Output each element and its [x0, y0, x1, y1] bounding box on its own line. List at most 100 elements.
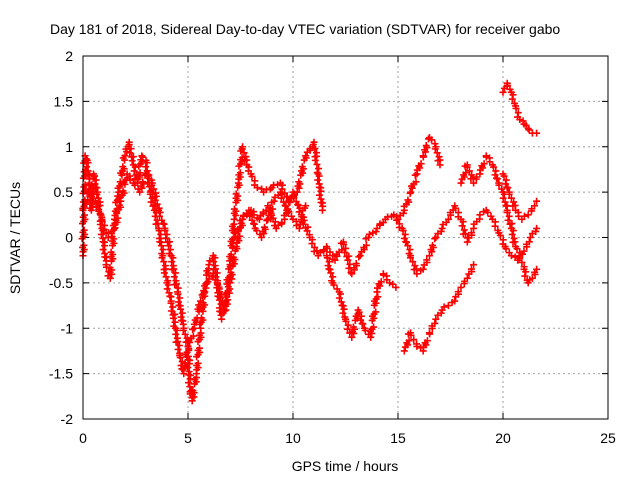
data-point — [499, 88, 507, 96]
data-point — [323, 254, 331, 262]
data-point — [406, 254, 414, 262]
data-point — [169, 314, 177, 322]
data-point — [502, 201, 510, 209]
data-point — [295, 178, 303, 186]
data-point — [167, 299, 175, 307]
data-point — [97, 230, 105, 238]
data-point — [95, 207, 103, 215]
data-point — [463, 238, 471, 246]
data-point — [151, 196, 159, 204]
data-point — [311, 156, 319, 164]
data-point — [90, 172, 98, 180]
data-point — [248, 216, 256, 224]
data-point — [174, 290, 182, 298]
data-point — [156, 238, 164, 246]
data-point — [253, 227, 261, 235]
data-point — [377, 278, 385, 286]
data-point — [138, 152, 146, 160]
data-point — [194, 359, 202, 367]
data-point — [106, 274, 114, 282]
data-point — [358, 319, 366, 327]
data-point — [184, 364, 192, 372]
data-point — [188, 397, 196, 405]
data-point — [175, 301, 183, 309]
data-point — [308, 240, 316, 248]
data-point — [136, 188, 144, 196]
data-points — [78, 79, 541, 405]
data-point — [178, 316, 186, 324]
y-tick-label: -1 — [61, 320, 74, 336]
y-axis-label: SDTVAR / TECUs — [7, 182, 23, 294]
data-point — [174, 345, 182, 353]
data-point — [144, 172, 152, 180]
data-point — [340, 305, 348, 313]
data-point — [392, 283, 400, 291]
data-point — [508, 95, 516, 103]
data-point — [394, 215, 402, 223]
data-point — [131, 163, 139, 171]
data-point — [197, 297, 205, 305]
data-point — [406, 246, 414, 254]
data-point — [533, 197, 541, 205]
data-point — [337, 290, 344, 298]
data-point — [209, 272, 217, 280]
data-point — [402, 238, 410, 246]
data-point — [422, 142, 430, 150]
data-point — [172, 280, 180, 288]
data-point — [327, 269, 335, 277]
data-point — [518, 258, 526, 266]
data-point — [329, 273, 337, 281]
data-point — [346, 260, 354, 268]
data-point — [88, 181, 96, 189]
data-point — [516, 254, 524, 262]
data-point — [160, 258, 168, 266]
x-tick-label: 10 — [285, 430, 301, 446]
data-point — [263, 217, 271, 225]
data-point — [337, 298, 345, 306]
data-point — [172, 330, 180, 338]
data-point — [189, 332, 197, 340]
data-point — [157, 230, 165, 238]
data-point — [243, 211, 251, 219]
data-point — [230, 253, 238, 261]
data-point — [491, 222, 499, 230]
data-point — [203, 279, 211, 287]
data-point — [119, 163, 127, 171]
data-point — [470, 261, 478, 269]
data-point — [315, 191, 323, 199]
data-point — [125, 141, 133, 149]
data-point — [172, 269, 180, 277]
data-point — [211, 276, 219, 284]
data-point — [178, 309, 186, 317]
data-point — [404, 196, 412, 204]
data-point — [419, 265, 427, 273]
data-point — [230, 234, 238, 241]
data-point — [96, 211, 104, 219]
data-point — [174, 338, 182, 346]
data-point — [147, 198, 155, 206]
data-point — [179, 326, 187, 334]
data-point — [342, 317, 350, 325]
data-point — [366, 230, 373, 238]
data-point — [168, 258, 176, 266]
data-point — [470, 179, 478, 187]
data-point — [400, 234, 408, 242]
data-point — [311, 145, 319, 153]
data-point — [355, 308, 363, 316]
data-point — [230, 215, 238, 223]
data-point — [484, 208, 492, 216]
data-point — [298, 163, 306, 171]
data-point — [436, 161, 444, 169]
data-point — [503, 81, 511, 89]
data-point — [80, 241, 88, 249]
data-point — [226, 279, 234, 287]
data-point — [429, 241, 436, 249]
data-point — [302, 202, 310, 210]
data-point — [197, 324, 205, 332]
data-point — [262, 206, 270, 214]
data-point — [184, 356, 192, 364]
data-point — [505, 190, 513, 198]
data-point — [302, 152, 310, 160]
data-point — [432, 315, 440, 323]
